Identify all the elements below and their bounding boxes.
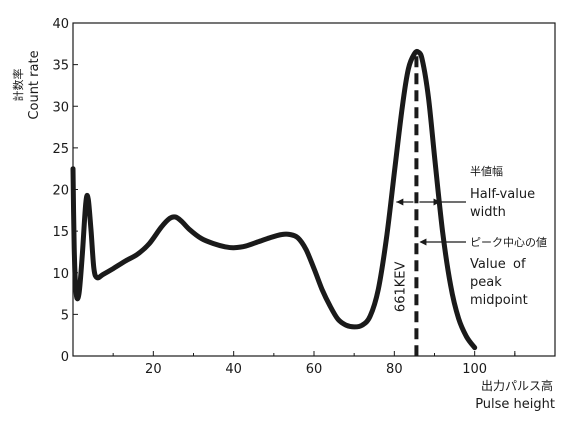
annotation-peak-midpoint-en-1b: of (513, 257, 526, 272)
series-line-count-rate (70, 48, 478, 351)
x-axis-label-jp: 出力パルス高 (481, 378, 553, 393)
x-tick-label: 60 (306, 362, 323, 377)
x-axis-ticks: 20 40 60 80 100 (112, 351, 516, 377)
y-tick-label: 10 (52, 267, 69, 282)
peak-midpoint-arrowhead (419, 238, 427, 246)
y-tick-label: 25 (52, 142, 69, 157)
y-tick-label: 20 (52, 184, 69, 199)
half-value-width-arrows (396, 198, 466, 206)
x-tick-label: 40 (225, 362, 242, 377)
x-tick-label: 100 (462, 362, 487, 377)
y-tick-label: 40 (52, 17, 69, 32)
y-tick-label: 30 (52, 100, 69, 115)
annotation-peak-midpoint-en-2: peak (470, 275, 502, 290)
y-axis-ticks: 0 5 10 15 20 25 30 35 40 (52, 17, 78, 365)
half-width-arrowhead-right (433, 198, 441, 206)
y-tick-label: 0 (61, 350, 69, 365)
y-tick-label: 15 (52, 225, 69, 240)
annotation-half-value-en-1: Half-value (470, 187, 535, 202)
x-tick-label: 20 (145, 362, 162, 377)
y-tick-label: 35 (52, 59, 69, 74)
annotation-peak-midpoint-en-1: Value (470, 257, 506, 272)
y-axis-label-en: Count rate (27, 50, 42, 119)
y-tick-label: 5 (61, 308, 69, 323)
annotation-peak-midpoint-jp: ピーク中心の値 (470, 236, 547, 249)
peak-energy-label: 661KEV (393, 262, 408, 313)
annotation-half-value-jp: 半値幅 (470, 164, 503, 178)
half-width-arrowhead-left (396, 198, 404, 206)
annotation-half-value-en-2: width (470, 205, 506, 220)
y-axis-label-jp: 計数率 (11, 69, 25, 102)
x-tick-label: 80 (386, 362, 403, 377)
annotation-peak-midpoint-en-3: midpoint (470, 293, 528, 308)
x-axis-label-en: Pulse height (475, 397, 555, 412)
